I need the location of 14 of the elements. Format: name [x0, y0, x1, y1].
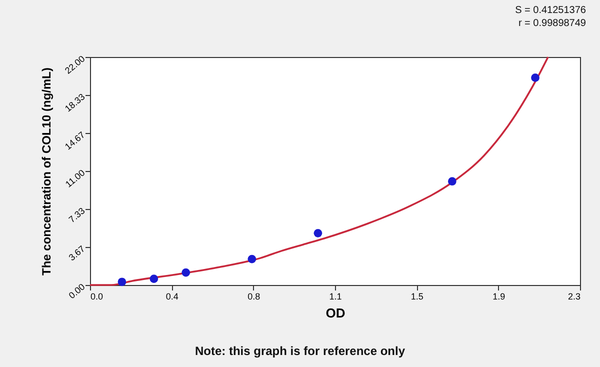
x-tick-label: 0.4	[166, 292, 178, 302]
y-tick-label: 7.33	[66, 206, 87, 225]
x-tick-label: 0.0	[90, 292, 104, 302]
text: Note: this graph is for reference only	[194, 344, 406, 358]
x-axis-title: OD	[326, 306, 346, 320]
y-tick-label: 0.00	[66, 282, 87, 301]
x-tick-label: 1.9	[492, 292, 506, 302]
y-axis-title: The concentration of COL10 (ng/mL)	[40, 67, 54, 276]
x-tick-label: 1.1	[329, 292, 342, 302]
x-tick-label: 2.3	[568, 292, 580, 302]
text: S = 0.41251376 r = 0.99898749	[515, 4, 586, 30]
x-tick-label: 1.5	[410, 292, 424, 302]
x-tick-label: 0.8	[248, 292, 260, 302]
y-tick-label: 3.67	[66, 244, 87, 263]
